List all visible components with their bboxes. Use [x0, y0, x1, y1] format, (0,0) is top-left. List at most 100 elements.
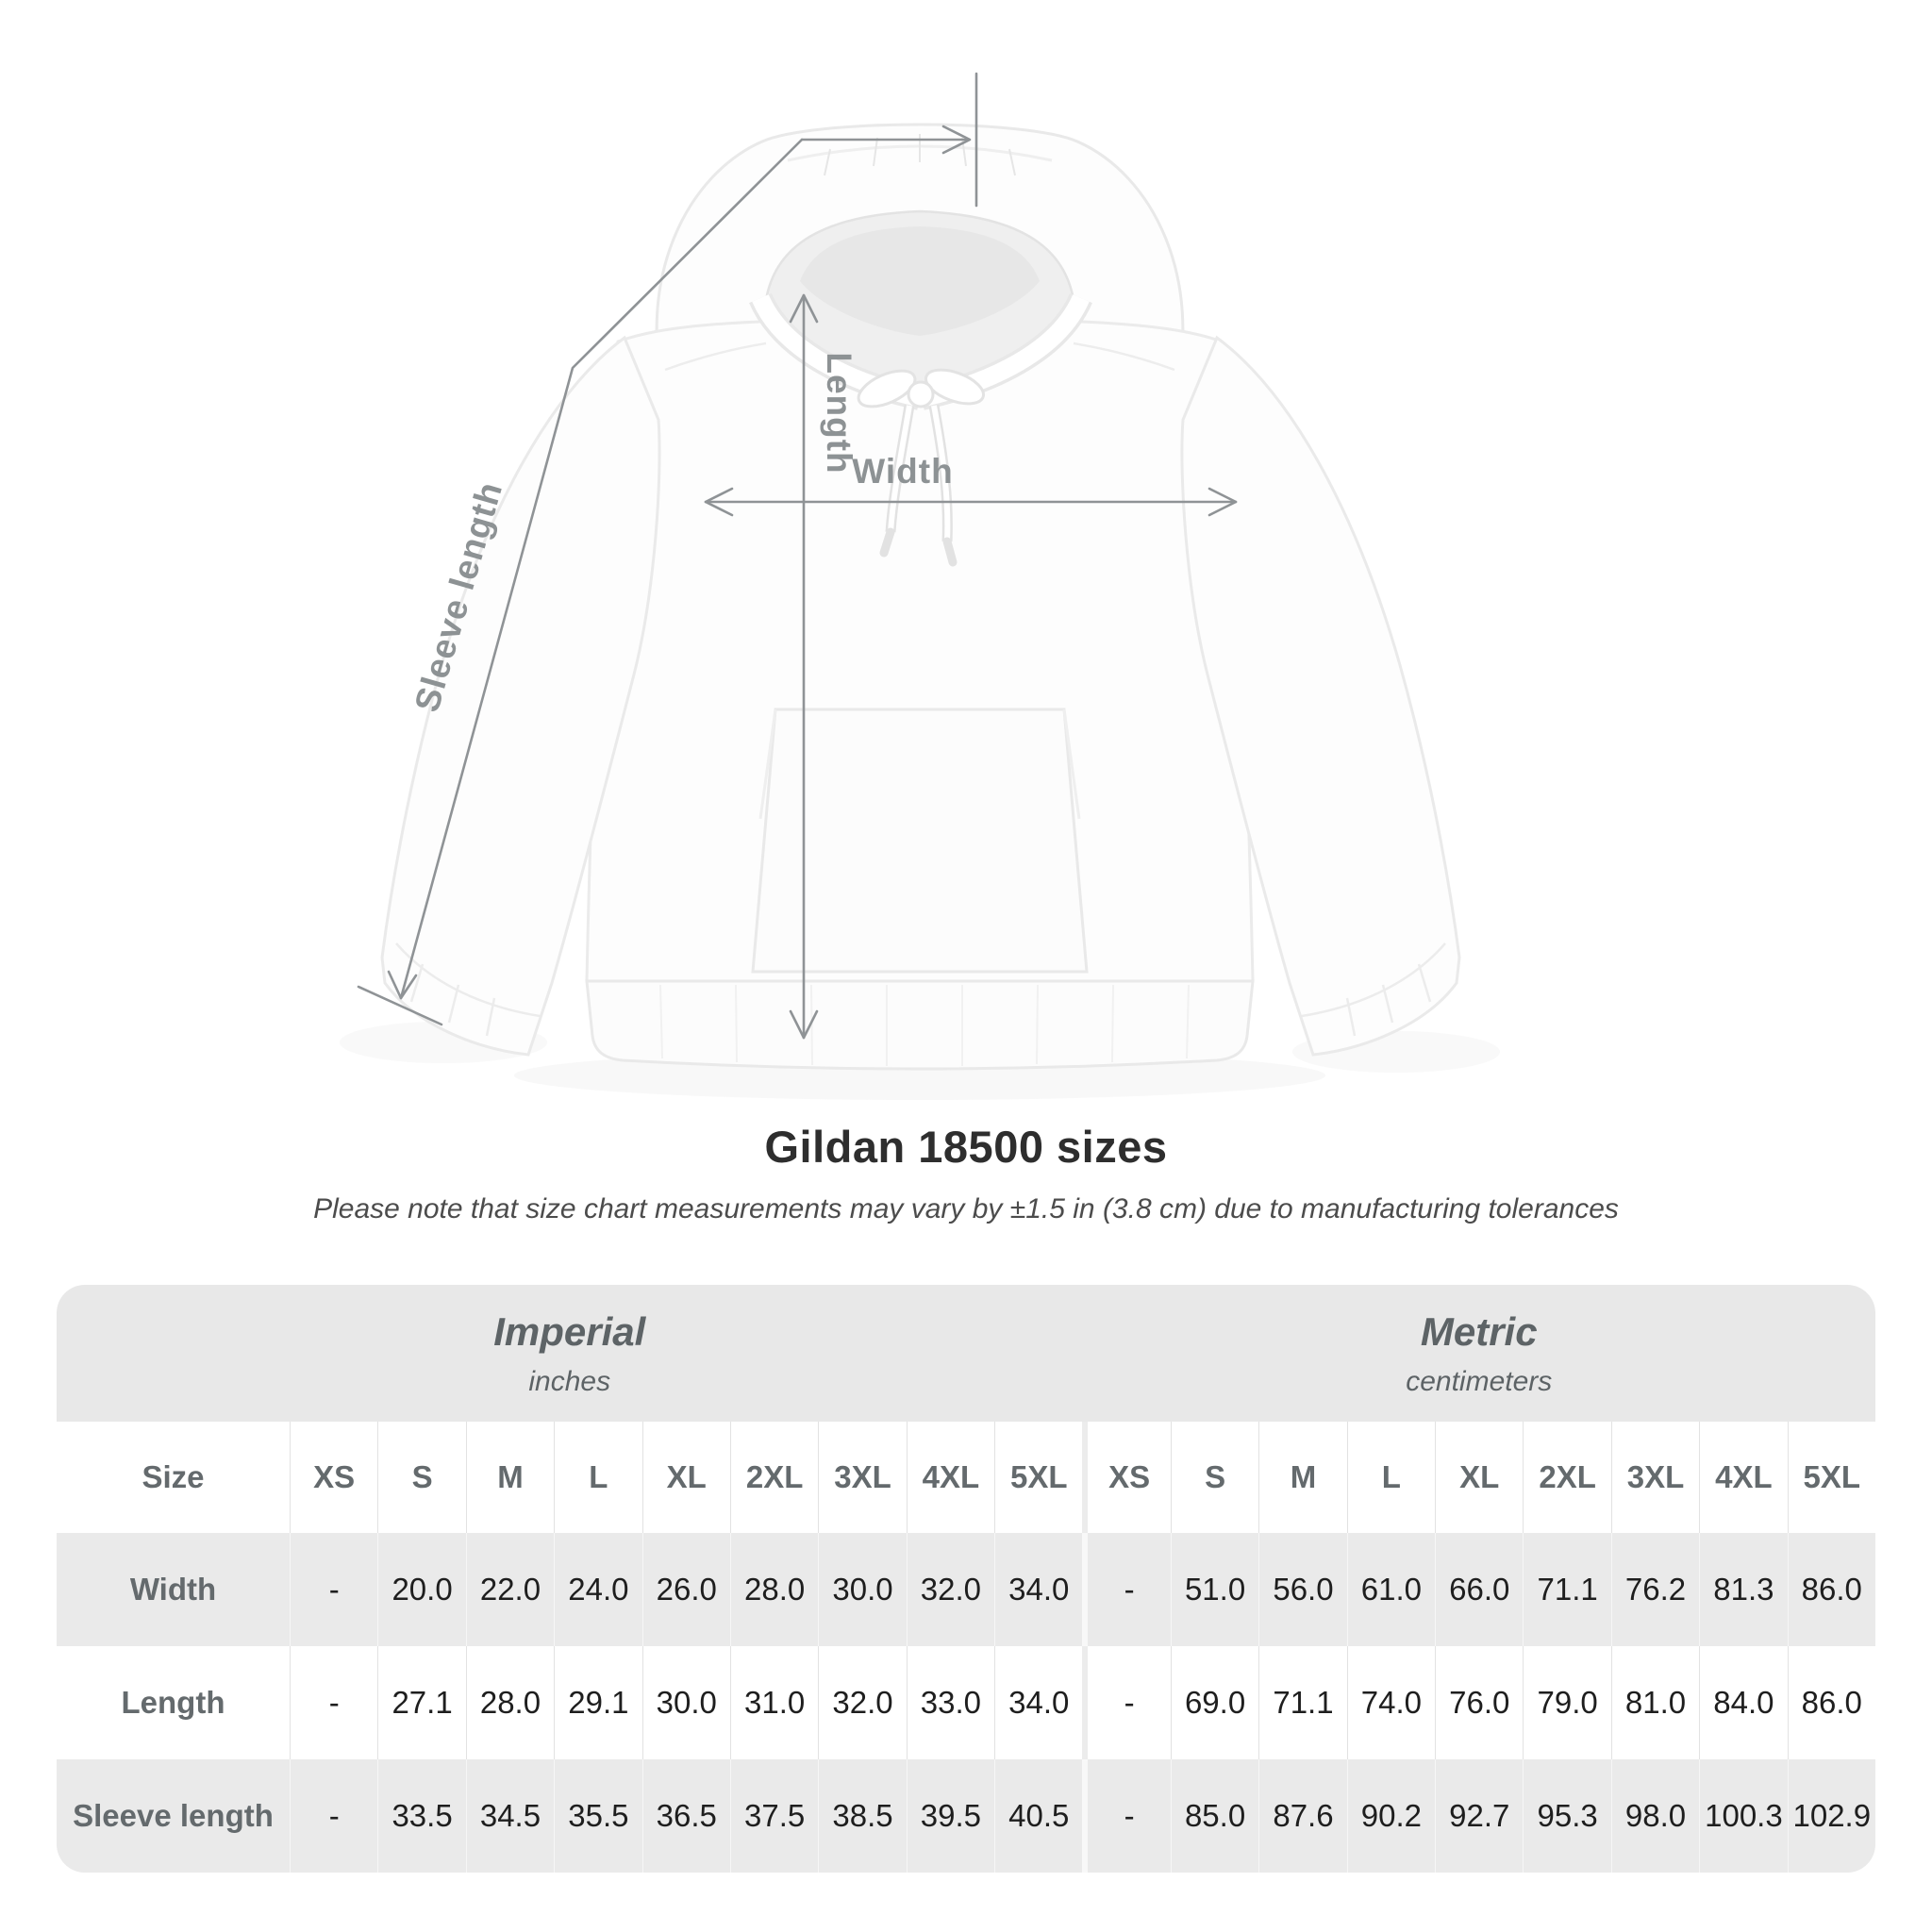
value-cell: 84.0: [1699, 1646, 1788, 1759]
hoodie-pocket: [751, 708, 1089, 974]
metric-unit: centimeters: [1406, 1365, 1553, 1397]
size-header-cell: 5XL: [994, 1422, 1083, 1533]
hoodie-hem-band: [585, 979, 1255, 1071]
size-header-cell: XS: [290, 1422, 378, 1533]
size-header-cell: L: [554, 1422, 642, 1533]
value-cell: 30.0: [641, 1646, 730, 1759]
value-cell: 51.0: [1170, 1533, 1259, 1646]
value-cell: 38.5: [818, 1759, 907, 1873]
size-header-cell: XS: [1082, 1422, 1171, 1533]
value-cell: 24.0: [554, 1533, 642, 1646]
cuff-details: [395, 942, 1446, 1037]
value-cell: 56.0: [1258, 1533, 1347, 1646]
value-cell: -: [1082, 1646, 1171, 1759]
value-cell: 86.0: [1787, 1646, 1875, 1759]
size-header-cell: 4XL: [906, 1422, 995, 1533]
drawstring-bow: [857, 368, 986, 567]
size-header-cell: 2XL: [1523, 1422, 1611, 1533]
value-cell: 32.0: [906, 1533, 995, 1646]
value-cell: 98.0: [1610, 1759, 1700, 1873]
width-label: Width: [852, 452, 953, 491]
value-cell: 79.0: [1523, 1646, 1611, 1759]
value-cell: 39.5: [906, 1759, 995, 1873]
value-cell: 71.1: [1523, 1533, 1611, 1646]
value-cell: 100.3: [1699, 1759, 1788, 1873]
size-header-cell: 2XL: [729, 1422, 819, 1533]
size-header-cell: M: [465, 1422, 555, 1533]
size-header-cell: XL: [641, 1422, 730, 1533]
value-cell: 81.0: [1610, 1646, 1700, 1759]
value-cell: 33.5: [377, 1759, 466, 1873]
value-cell: 76.2: [1610, 1533, 1700, 1646]
hem-ribs: [659, 984, 1190, 1066]
value-cell: 92.7: [1435, 1759, 1524, 1873]
size-header-cell: S: [377, 1422, 466, 1533]
size-header-cell: M: [1258, 1422, 1347, 1533]
value-cell: 31.0: [729, 1646, 819, 1759]
value-cell: 36.5: [641, 1759, 730, 1873]
size-column-header: Size: [57, 1422, 290, 1533]
size-header-cell: L: [1346, 1422, 1436, 1533]
value-cell: 22.0: [465, 1533, 555, 1646]
value-cell: 76.0: [1435, 1646, 1524, 1759]
value-cell: 81.3: [1699, 1533, 1788, 1646]
value-cell: 74.0: [1346, 1646, 1436, 1759]
value-cell: 30.0: [818, 1533, 907, 1646]
value-cell: -: [1082, 1759, 1171, 1873]
value-cell: 29.1: [554, 1646, 642, 1759]
value-cell: 20.0: [377, 1533, 466, 1646]
size-table: Imperial inches Metric centimeters Size …: [57, 1285, 1875, 1873]
value-cell: 87.6: [1258, 1759, 1347, 1873]
value-cell: 27.1: [377, 1646, 466, 1759]
value-cell: 102.9: [1787, 1759, 1875, 1873]
page-title: Gildan 18500 sizes: [764, 1122, 1168, 1172]
sleeve-length-arrow: [357, 72, 978, 1026]
value-cell: 71.1: [1258, 1646, 1347, 1759]
row-label: Sleeve length: [57, 1759, 290, 1873]
size-header-cell: 5XL: [1787, 1422, 1875, 1533]
value-cell: 85.0: [1170, 1759, 1259, 1873]
imperial-header: Imperial inches: [57, 1285, 1083, 1422]
value-cell: -: [1082, 1533, 1171, 1646]
value-cell: 33.0: [906, 1646, 995, 1759]
value-cell: 69.0: [1170, 1646, 1259, 1759]
value-cell: 28.0: [729, 1533, 819, 1646]
value-cell: 26.0: [641, 1533, 730, 1646]
value-cell: 34.5: [465, 1759, 555, 1873]
metric-header: Metric centimeters: [1082, 1285, 1875, 1422]
value-cell: 37.5: [729, 1759, 819, 1873]
row-label: Width: [57, 1533, 290, 1646]
metric-title: Metric: [1420, 1308, 1538, 1354]
hoodie-sleeve-left: [380, 335, 661, 1057]
hoodie-measurement-svg: Length Width Sleeve length: [357, 72, 1461, 1071]
size-header-cell: S: [1170, 1422, 1259, 1533]
length-label: Length: [820, 352, 858, 474]
size-header-cell: 3XL: [1610, 1422, 1700, 1533]
hood-cavity: [800, 226, 1040, 336]
length-arrow: [789, 293, 819, 1040]
size-header-cell: 3XL: [818, 1422, 907, 1533]
row-label: Length: [57, 1646, 290, 1759]
value-cell: 61.0: [1346, 1533, 1436, 1646]
value-cell: 34.0: [994, 1533, 1083, 1646]
value-cell: -: [290, 1646, 378, 1759]
title-block: Gildan 18500 sizes Please note that size…: [0, 1121, 1932, 1225]
size-diagram: Length Width Sleeve length: [357, 72, 1461, 1071]
value-cell: 86.0: [1787, 1533, 1875, 1646]
value-cell: 66.0: [1435, 1533, 1524, 1646]
value-cell: 95.3: [1523, 1759, 1611, 1873]
imperial-title: Imperial: [493, 1308, 646, 1354]
value-cell: 90.2: [1346, 1759, 1436, 1873]
value-cell: 40.5: [994, 1759, 1083, 1873]
size-header-cell: 4XL: [1699, 1422, 1788, 1533]
imperial-unit: inches: [528, 1365, 611, 1397]
value-cell: -: [290, 1759, 378, 1873]
value-cell: -: [290, 1533, 378, 1646]
size-header-cell: XL: [1435, 1422, 1524, 1533]
value-cell: 28.0: [465, 1646, 555, 1759]
value-cell: 32.0: [818, 1646, 907, 1759]
width-arrow: [704, 487, 1238, 517]
value-cell: 35.5: [554, 1759, 642, 1873]
value-cell: 34.0: [994, 1646, 1083, 1759]
tolerance-note: Please note that size chart measurements…: [313, 1193, 1619, 1224]
